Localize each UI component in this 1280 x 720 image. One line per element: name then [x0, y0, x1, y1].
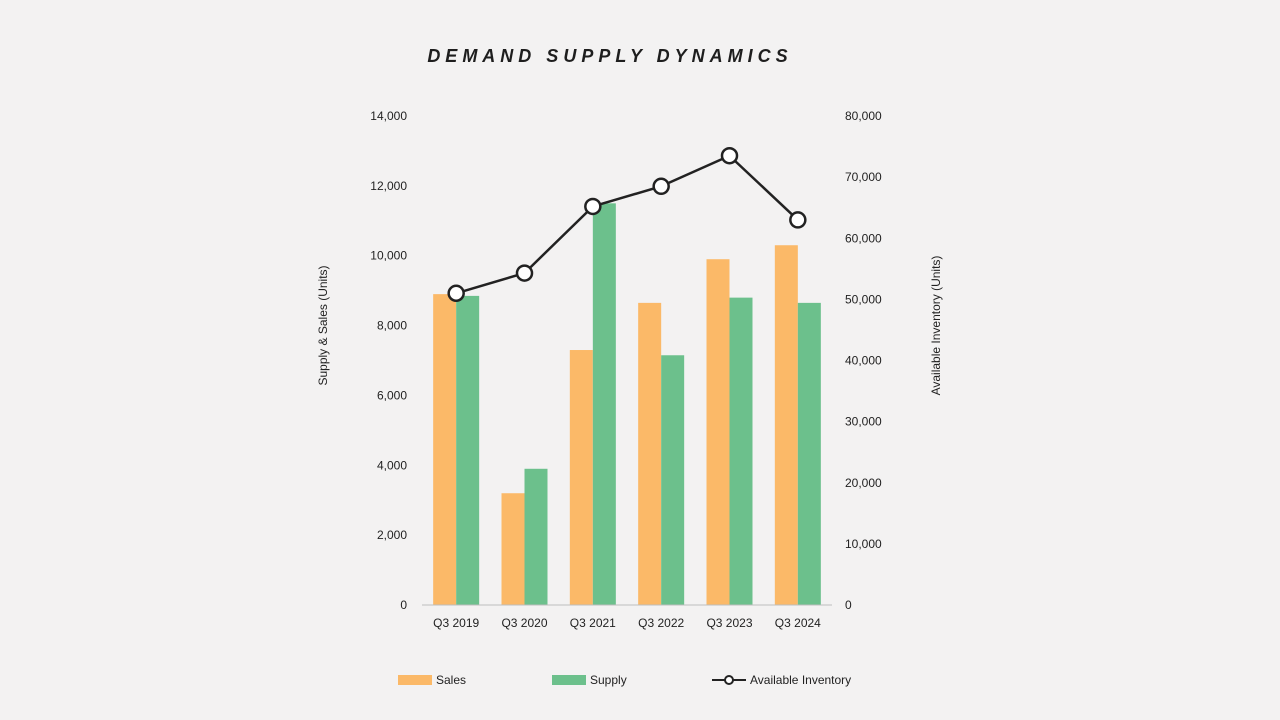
x-tick-label: Q3 2022	[638, 616, 684, 630]
sales-bar	[569, 350, 593, 605]
available-inventory-point	[447, 284, 465, 303]
legend-label-supply: Supply	[590, 673, 627, 687]
y-right-tick-label: 0	[845, 598, 852, 612]
supply-bar	[661, 355, 685, 605]
sales-bar	[774, 245, 798, 605]
x-tick-label: Q3 2021	[570, 616, 616, 630]
chart-title: DEMAND SUPPLY DYNAMICS	[427, 46, 792, 66]
y-left-axis-title: Supply & Sales (Units)	[316, 265, 330, 385]
available-inventory-point	[652, 177, 670, 196]
x-tick-label: Q3 2019	[433, 616, 479, 630]
y-right-tick-label: 60,000	[845, 231, 882, 245]
y-left-tick-label: 2,000	[377, 528, 407, 542]
y-right-tick-label: 80,000	[845, 109, 882, 123]
y-right-tick-label: 20,000	[845, 476, 882, 490]
y-right-tick-label: 50,000	[845, 292, 882, 306]
supply-bar	[592, 203, 616, 606]
y-left-tick-label: 8,000	[377, 319, 407, 333]
supply-bar	[524, 468, 548, 605]
available-inventory-point	[515, 264, 534, 282]
sales-bar	[706, 259, 730, 605]
sales-bar	[433, 294, 457, 605]
legend-swatch-sales	[398, 675, 432, 685]
available-inventory-point	[789, 211, 807, 229]
y-left-tick-label: 10,000	[370, 249, 407, 263]
supply-bar	[797, 302, 821, 605]
x-tick-label: Q3 2020	[501, 616, 547, 630]
y-left-tick-label: 0	[400, 598, 407, 612]
y-left-tick-label: 12,000	[370, 179, 407, 193]
y-right-tick-label: 30,000	[845, 415, 882, 429]
x-tick-label: Q3 2023	[706, 616, 752, 630]
legend-marker-available-inventory	[724, 675, 734, 685]
axes-group: Q3 2019 Q3 2020 Q3 2021 Q3 2022 Q3 2023 Q3 20…	[316, 109, 943, 630]
y-right-tick-label: 10,000	[845, 537, 882, 551]
y-left-tick-label: 14,000	[370, 109, 407, 123]
inventory-line-group	[447, 146, 807, 303]
legend-label-sales: Sales	[436, 673, 466, 687]
supply-bar	[729, 297, 753, 605]
y-left-tick-label: 4,000	[377, 458, 407, 472]
legend: Sales Supply Available Inventory	[398, 673, 851, 687]
available-inventory-point	[584, 197, 602, 216]
supply-bar	[456, 295, 480, 605]
bars-group	[433, 203, 821, 606]
available-inventory-line	[455, 154, 799, 295]
y-right-tick-label: 40,000	[845, 354, 882, 368]
x-tick-label: Q3 2024	[775, 616, 821, 630]
sales-bar	[638, 302, 662, 605]
legend-label-available-inventory: Available Inventory	[750, 673, 851, 687]
available-inventory-point	[720, 146, 739, 165]
y-right-axis-title: Available Inventory (Units)	[929, 256, 943, 396]
y-left-tick-label: 6,000	[377, 388, 407, 402]
legend-swatch-supply	[552, 675, 586, 685]
sales-bar	[501, 493, 525, 605]
y-right-tick-label: 70,000	[845, 170, 882, 184]
